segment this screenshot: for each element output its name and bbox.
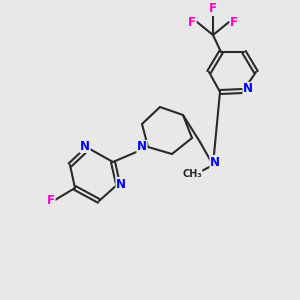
Text: CH₃: CH₃ [182,169,202,179]
Text: N: N [80,140,90,152]
Text: F: F [47,194,55,206]
Text: F: F [209,2,217,16]
Text: N: N [116,178,126,190]
Text: F: F [230,16,238,28]
Text: N: N [243,82,253,95]
Text: N: N [137,140,147,154]
Text: F: F [188,16,196,28]
Text: N: N [210,155,220,169]
